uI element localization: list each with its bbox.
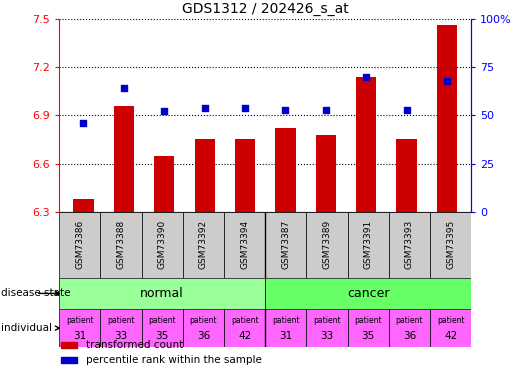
- Bar: [73, 199, 94, 212]
- Text: 33: 33: [114, 332, 128, 341]
- Bar: [61, 342, 77, 348]
- Bar: [61, 357, 77, 363]
- Text: GSM73390: GSM73390: [158, 220, 167, 269]
- Text: GSM73394: GSM73394: [240, 220, 249, 269]
- Text: 31: 31: [73, 332, 87, 341]
- Point: [403, 106, 411, 112]
- Bar: [183, 212, 224, 278]
- Text: GSM73392: GSM73392: [199, 220, 208, 269]
- Bar: [389, 212, 430, 278]
- Text: normal: normal: [141, 287, 184, 300]
- Bar: [348, 212, 389, 278]
- Bar: [154, 156, 175, 212]
- Text: GSM73388: GSM73388: [116, 220, 126, 269]
- Bar: [142, 309, 183, 347]
- Text: percentile rank within the sample: percentile rank within the sample: [86, 355, 262, 365]
- Point: [79, 120, 88, 126]
- Bar: [114, 106, 134, 212]
- Bar: [265, 278, 471, 309]
- Bar: [224, 309, 265, 347]
- Text: patient: patient: [396, 316, 423, 325]
- Point: [160, 108, 168, 114]
- Text: patient: patient: [107, 316, 135, 325]
- Point: [443, 78, 451, 84]
- Bar: [183, 309, 224, 347]
- Title: GDS1312 / 202426_s_at: GDS1312 / 202426_s_at: [182, 2, 349, 16]
- Bar: [397, 140, 417, 212]
- Text: patient: patient: [437, 316, 465, 325]
- Bar: [265, 309, 306, 347]
- Text: patient: patient: [272, 316, 300, 325]
- Text: patient: patient: [190, 316, 217, 325]
- Text: GSM73387: GSM73387: [281, 220, 290, 269]
- Text: 42: 42: [444, 332, 457, 341]
- Text: patient: patient: [313, 316, 341, 325]
- Text: 35: 35: [156, 332, 169, 341]
- Bar: [430, 212, 471, 278]
- Bar: [389, 309, 430, 347]
- Text: patient: patient: [148, 316, 176, 325]
- Bar: [59, 309, 100, 347]
- Text: GSM73393: GSM73393: [405, 220, 414, 269]
- Bar: [306, 309, 348, 347]
- Text: transformed count: transformed count: [86, 340, 183, 350]
- Text: patient: patient: [354, 316, 382, 325]
- Text: GSM73395: GSM73395: [446, 220, 455, 269]
- Point: [362, 74, 370, 80]
- Text: 36: 36: [197, 332, 210, 341]
- Text: 36: 36: [403, 332, 416, 341]
- Text: cancer: cancer: [347, 287, 389, 300]
- Point: [119, 85, 128, 91]
- Point: [200, 105, 209, 111]
- Bar: [100, 212, 142, 278]
- Bar: [224, 212, 265, 278]
- Text: GSM73386: GSM73386: [75, 220, 84, 269]
- Bar: [430, 309, 471, 347]
- Bar: [142, 212, 183, 278]
- Point: [322, 106, 330, 112]
- Text: GSM73389: GSM73389: [322, 220, 332, 269]
- Bar: [195, 140, 215, 212]
- Text: GSM73391: GSM73391: [364, 220, 373, 269]
- Text: 42: 42: [238, 332, 251, 341]
- Bar: [276, 128, 296, 212]
- Text: disease state: disease state: [1, 288, 71, 298]
- Text: 33: 33: [320, 332, 334, 341]
- Text: 31: 31: [279, 332, 293, 341]
- Text: patient: patient: [66, 316, 94, 325]
- Bar: [59, 212, 100, 278]
- Bar: [356, 77, 376, 212]
- Point: [281, 106, 289, 112]
- Point: [241, 105, 249, 111]
- Bar: [235, 140, 255, 212]
- Text: individual: individual: [1, 323, 59, 333]
- Text: 35: 35: [362, 332, 375, 341]
- Bar: [265, 212, 306, 278]
- Bar: [316, 135, 336, 212]
- Bar: [348, 309, 389, 347]
- Bar: [437, 25, 457, 212]
- Bar: [59, 278, 265, 309]
- Bar: [100, 309, 142, 347]
- Bar: [306, 212, 348, 278]
- Text: patient: patient: [231, 316, 259, 325]
